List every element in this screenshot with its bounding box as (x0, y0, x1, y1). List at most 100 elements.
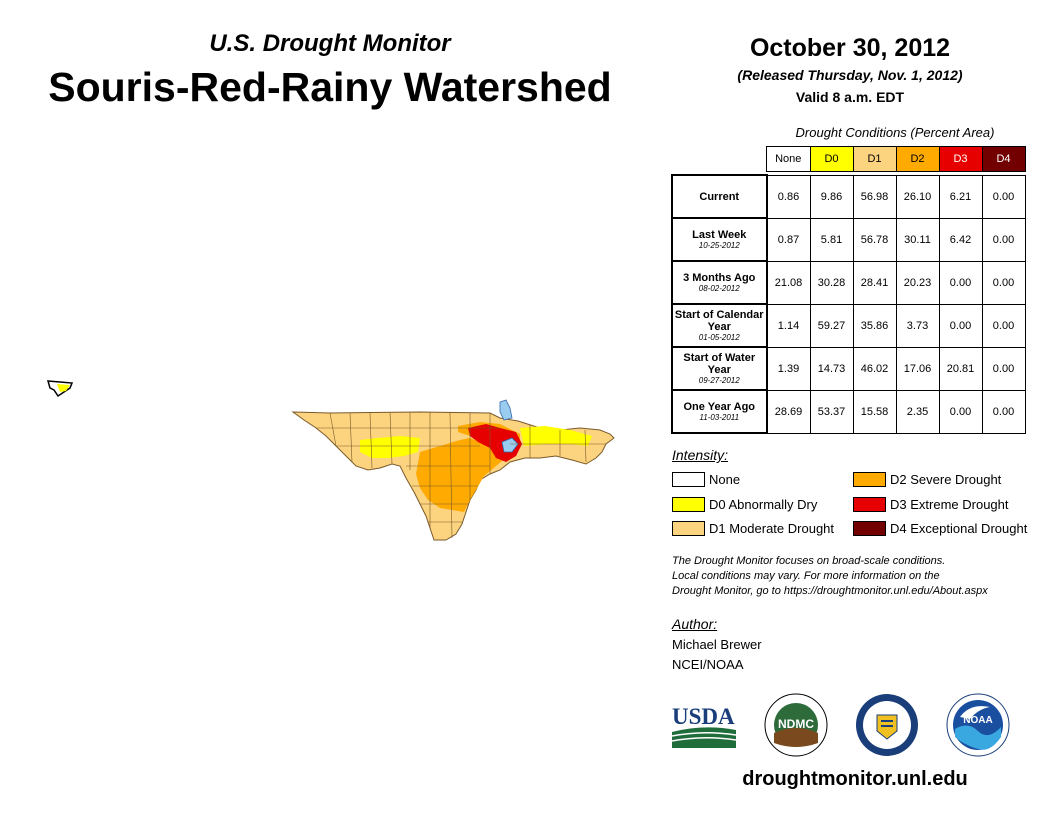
legend-label: D2 Severe Drought (890, 472, 1002, 488)
map-title: Souris-Red-Rainy Watershed (48, 64, 612, 110)
table-cell: 0.00 (981, 260, 1026, 305)
usda-logo: USDA (671, 704, 737, 748)
table-cell: 0.00 (981, 303, 1026, 348)
table-cell: 1.14 (766, 303, 811, 348)
table-cell: 56.98 (852, 174, 897, 219)
table-cell: 1.39 (766, 346, 811, 391)
table-cell: 30.11 (895, 217, 940, 262)
table-cell: 5.81 (809, 217, 854, 262)
valid-time: Valid 8 a.m. EDT (795, 89, 905, 105)
watershed-region (291, 399, 615, 541)
table-cell: 28.41 (852, 260, 897, 305)
noaa-logo-text: NOAA (963, 715, 992, 726)
table-cell: 0.00 (938, 389, 983, 434)
table-row: Last Week 10-25-2012 0.87 5.81 56.78 30.11 6.4… (671, 217, 1026, 262)
table-cell: 0.00 (981, 346, 1026, 391)
table-cell: 15.58 (852, 389, 897, 434)
row-label: Current (671, 174, 768, 219)
note-line: Local conditions may vary. For more info… (672, 570, 940, 582)
row-label: One Year Ago 11-03-2011 (671, 389, 768, 434)
table-cell: 0.00 (981, 174, 1026, 219)
row-date: 01-05-2012 (698, 333, 740, 342)
usda-logo-text: USDA (672, 704, 735, 729)
row-label-text: One Year Ago (683, 401, 756, 413)
table-cell: 17.06 (895, 346, 940, 391)
table-cell: 0.87 (766, 217, 811, 262)
table-cell: 35.86 (852, 303, 897, 348)
col-d3: D3 (938, 146, 983, 172)
table-cell: 59.27 (809, 303, 854, 348)
legend-item: D0 Abnormally Dry (672, 496, 818, 513)
legend-label: D0 Abnormally Dry (709, 497, 818, 513)
website-link[interactable]: droughtmonitor.unl.edu (742, 768, 968, 790)
legend-item: D2 Severe Drought (853, 471, 1002, 488)
legend-item: D1 Moderate Drought (672, 520, 835, 537)
ndmc-logo-text: NDMC (778, 717, 814, 731)
legend-swatch (672, 472, 705, 488)
legend-swatch (853, 472, 886, 488)
legend-item: D3 Extreme Drought (853, 496, 1009, 513)
table-cell: 26.10 (895, 174, 940, 219)
table-row: Start of Calendar Year 01-05-2012 1.14 59.2… (671, 303, 1026, 348)
drought-conditions-table: None D0 D1 D2 D3 D4 Current 0.86 9.86 56.98… (671, 146, 1026, 434)
row-date: 08-02-2012 (698, 284, 740, 293)
col-d0: D0 (809, 146, 854, 172)
row-label-text: Current (699, 190, 740, 203)
row-date: 11-03-2011 (699, 413, 740, 422)
row-label: Start of Calendar Year 01-05-2012 (671, 303, 768, 348)
table-cell: 0.00 (938, 260, 983, 305)
table-row: Current 0.86 9.86 56.98 26.10 6.21 0.00 (671, 174, 1026, 219)
col-d2: D2 (895, 146, 940, 172)
legend-swatch (853, 497, 886, 513)
table-header-row: None D0 D1 D2 D3 D4 (672, 146, 1026, 172)
table-cell: 6.21 (938, 174, 983, 219)
legend-label: D4 Exceptional Drought (890, 521, 1028, 537)
table-row: One Year Ago 11-03-2011 28.69 53.37 15.58 2.3… (671, 389, 1026, 434)
map-date: October 30, 2012 (749, 34, 951, 62)
table-cell: 46.02 (852, 346, 897, 391)
row-label: Start of Water Year 09-27-2012 (671, 346, 768, 391)
table-row: 3 Months Ago 08-02-2012 21.08 30.28 28.41 20.… (671, 260, 1026, 305)
row-label: Last Week 10-25-2012 (671, 217, 768, 262)
row-label-text: 3 Months Ago (683, 272, 756, 284)
disclaimer-note: The Drought Monitor focuses on broad-sca… (672, 554, 1032, 599)
note-line: The Drought Monitor focuses on broad-sca… (672, 555, 946, 567)
ndmc-logo: NDMC (764, 693, 828, 757)
row-label-text: Last Week (692, 229, 747, 241)
noaa-logo: NOAA (946, 693, 1010, 757)
release-note: (Released Thursday, Nov. 1, 2012) (737, 67, 963, 83)
author-heading: Author: (672, 616, 718, 632)
map-subtitle: U.S. Drought Monitor (209, 30, 451, 57)
legend-item: D4 Exceptional Drought (853, 520, 1028, 537)
author-name: Michael Brewer (672, 637, 762, 652)
table-cell: 6.42 (938, 217, 983, 262)
table-cell: 0.00 (938, 303, 983, 348)
table-cell: 9.86 (809, 174, 854, 219)
table-cell: 20.81 (938, 346, 983, 391)
legend-label: None (709, 472, 741, 488)
table-cell: 28.69 (766, 389, 811, 434)
commerce-seal (856, 694, 918, 756)
table-caption: Drought Conditions (Percent Area) (795, 125, 995, 140)
col-d4: D4 (981, 146, 1026, 172)
row-label-text: Start of Water Year (683, 352, 756, 376)
legend-swatch (672, 521, 705, 537)
legend-heading: Intensity: (672, 447, 729, 463)
legend-label: D3 Extreme Drought (890, 497, 1009, 513)
legend-swatch (853, 521, 886, 537)
table-row: Start of Water Year 09-27-2012 1.39 14.73 46… (671, 346, 1026, 391)
col-d1: D1 (852, 146, 897, 172)
drought-map (46, 380, 615, 541)
note-line: Drought Monitor, go to https://droughtmo… (672, 585, 988, 597)
detached-area (46, 380, 74, 398)
table-cell: 0.00 (981, 389, 1026, 434)
legend-label: D1 Moderate Drought (709, 521, 835, 537)
table-cell: 53.37 (809, 389, 854, 434)
author-org: NCEI/NOAA (672, 657, 744, 672)
row-label-text: Start of Calendar Year (674, 309, 764, 333)
table-cell: 21.08 (766, 260, 811, 305)
legend-swatch (672, 497, 705, 513)
row-label: 3 Months Ago 08-02-2012 (671, 260, 768, 305)
table-cell: 14.73 (809, 346, 854, 391)
row-date: 10-25-2012 (698, 241, 740, 250)
